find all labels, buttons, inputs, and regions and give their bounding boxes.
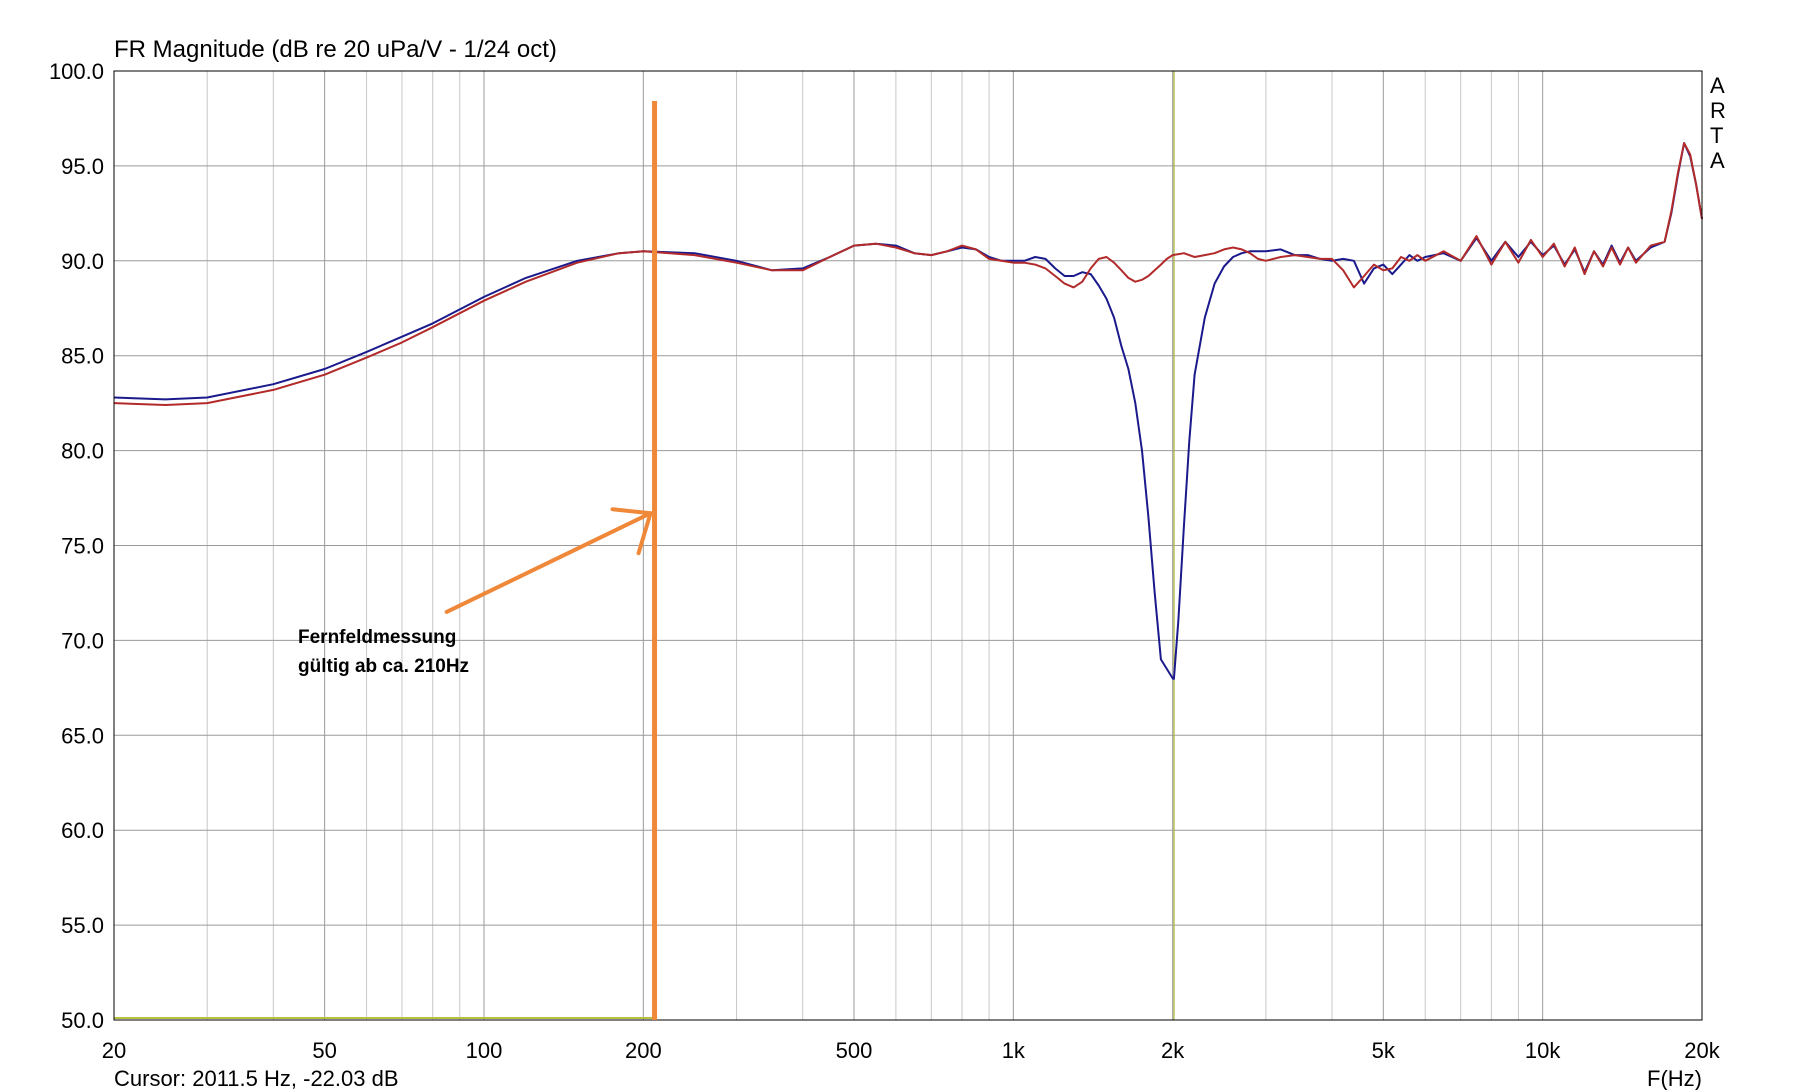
x-tick-label: 20k	[1684, 1038, 1720, 1063]
y-tick-label: 65.0	[61, 723, 104, 748]
x-tick-label: 50	[312, 1038, 336, 1063]
y-tick-label: 90.0	[61, 249, 104, 274]
y-tick-label: 80.0	[61, 439, 104, 464]
x-tick-label: 100	[466, 1038, 503, 1063]
plot-frame	[113, 70, 1703, 1021]
series-layer	[113, 142, 1703, 680]
x-axis-label: F(Hz)	[1647, 1066, 1702, 1090]
y-axis-ticks: 100.0 95.0 90.0 85.0 80.0 75.0 70.0 65.0 60.0 55.…	[49, 59, 104, 1033]
x-tick-label: 200	[625, 1038, 662, 1063]
grid-major	[114, 71, 1702, 1020]
x-tick-label: 20	[102, 1038, 126, 1063]
annotation-arrow-head	[610, 507, 653, 556]
y-tick-label: 70.0	[61, 628, 104, 653]
x-tick-label: 500	[836, 1038, 873, 1063]
series-line-2	[113, 142, 1703, 406]
x-tick-label: 10k	[1525, 1038, 1561, 1063]
annotation-text-line-2: gültig ab ca. 210Hz	[298, 656, 469, 677]
cursor-readout: Cursor: 2011.5 Hz, -22.03 dB	[114, 1066, 399, 1090]
y-tick-label: 95.0	[61, 154, 104, 179]
x-axis-ticks: 20 50 100 200 500 1k 2k 5k 10k 20k	[102, 1038, 1721, 1063]
x-tick-label: 2k	[1161, 1038, 1185, 1063]
annotation-group: Fernfeldmessung gültig ab ca. 210Hz	[298, 101, 658, 1020]
y-tick-label: 85.0	[61, 344, 104, 369]
annotation-arrow-shaft	[444, 511, 653, 614]
y-tick-label: 50.0	[61, 1008, 104, 1033]
chart-title: FR Magnitude (dB re 20 uPa/V - 1/24 oct)	[114, 36, 557, 63]
watermark-letter: T	[1710, 123, 1723, 148]
watermark-letter: R	[1710, 98, 1726, 123]
x-tick-label: 1k	[1002, 1038, 1026, 1063]
y-tick-label: 55.0	[61, 913, 104, 938]
annotation-text-line-1: Fernfeldmessung	[298, 627, 456, 648]
series-line-1	[113, 142, 1703, 680]
y-tick-label: 100.0	[49, 59, 104, 84]
watermark-letter: A	[1710, 148, 1725, 173]
x-tick-label: 5k	[1372, 1038, 1396, 1063]
y-tick-label: 75.0	[61, 534, 104, 559]
watermark-letter: A	[1710, 73, 1725, 98]
y-tick-label: 60.0	[61, 818, 104, 843]
